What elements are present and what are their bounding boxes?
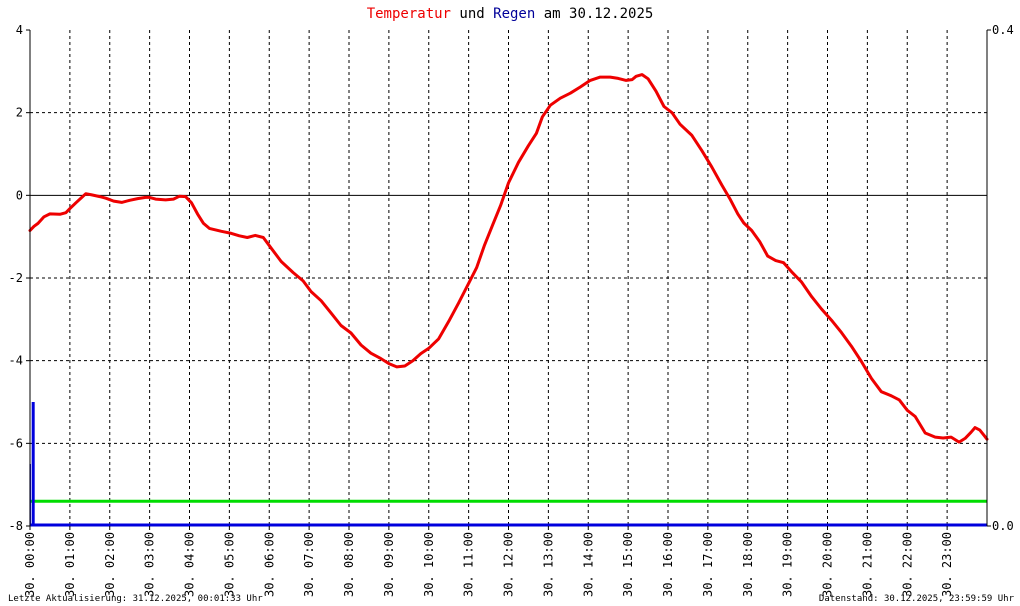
reference-lines (30, 194, 987, 503)
y-right-tick-label: 0.0 (992, 519, 1014, 533)
x-tick-label: 30. 13:00 (541, 532, 555, 597)
x-tick-label: 30. 23:00 (940, 532, 954, 597)
title-temperature: Temperatur (367, 6, 451, 22)
grid (30, 30, 987, 526)
x-tick-label: 30. 17:00 (701, 532, 715, 597)
x-tick-label: 30. 01:00 (63, 532, 77, 597)
title-and: und (451, 6, 493, 22)
x-tick-label: 30. 12:00 (502, 532, 516, 597)
footer-last-update: Letzte Aktualisierung: 31.12.2025, 00:01… (8, 594, 263, 604)
x-tick-label: 30. 06:00 (262, 532, 276, 597)
title-date: am 30.12.2025 (535, 6, 653, 22)
y-left-tick-label: -8 (9, 519, 23, 533)
y-left-tick-label: 2 (16, 106, 23, 120)
temperature-line (28, 73, 989, 444)
x-tick-label: 30. 03:00 (143, 532, 157, 597)
x-tick-label: 30. 19:00 (781, 532, 795, 597)
footer-data-status: Datenstand: 30.12.2025, 23:59:59 Uhr (819, 594, 1015, 604)
x-tick-label: 30. 07:00 (302, 532, 316, 597)
x-tick-label: 30. 16:00 (661, 532, 675, 597)
chart-title: Temperatur und Regen am 30.12.2025 (367, 6, 654, 22)
y-left-tick-label: 4 (16, 23, 23, 37)
y-left-tick-label: -4 (9, 354, 23, 368)
y-right-tick-label: 0.4 (992, 23, 1014, 37)
x-tick-label: 30. 04:00 (183, 532, 197, 597)
x-tick-label: 30. 18:00 (741, 532, 755, 597)
x-tick-label: 30. 08:00 (342, 532, 356, 597)
y-left-tick-label: 0 (16, 188, 23, 202)
x-tick-label: 30. 00:00 (23, 532, 37, 597)
y-left-tick-label: -2 (9, 271, 23, 285)
x-tick-label: 30. 10:00 (422, 532, 436, 597)
x-tick-label: 30. 15:00 (621, 532, 635, 597)
x-tick-label: 30. 21:00 (860, 532, 874, 597)
x-tick-label: 30. 14:00 (581, 532, 595, 597)
axes (26, 29, 991, 530)
x-tick-label: 30. 11:00 (462, 532, 476, 597)
x-tick-label: 30. 02:00 (103, 532, 117, 597)
x-tick-label: 30. 20:00 (821, 532, 835, 597)
tick-labels: 4 2 0 -2 -4 -6 -8 0.4 0.0 30. 00:00 30. 01:00 30. 0… (9, 23, 1014, 597)
x-tick-label: 30. 22:00 (900, 532, 914, 597)
x-tick-label: 30. 09:00 (382, 532, 396, 597)
x-tick-label: 30. 05:00 (222, 532, 236, 597)
title-rain: Regen (493, 6, 535, 22)
y-left-tick-label: -6 (9, 436, 23, 450)
